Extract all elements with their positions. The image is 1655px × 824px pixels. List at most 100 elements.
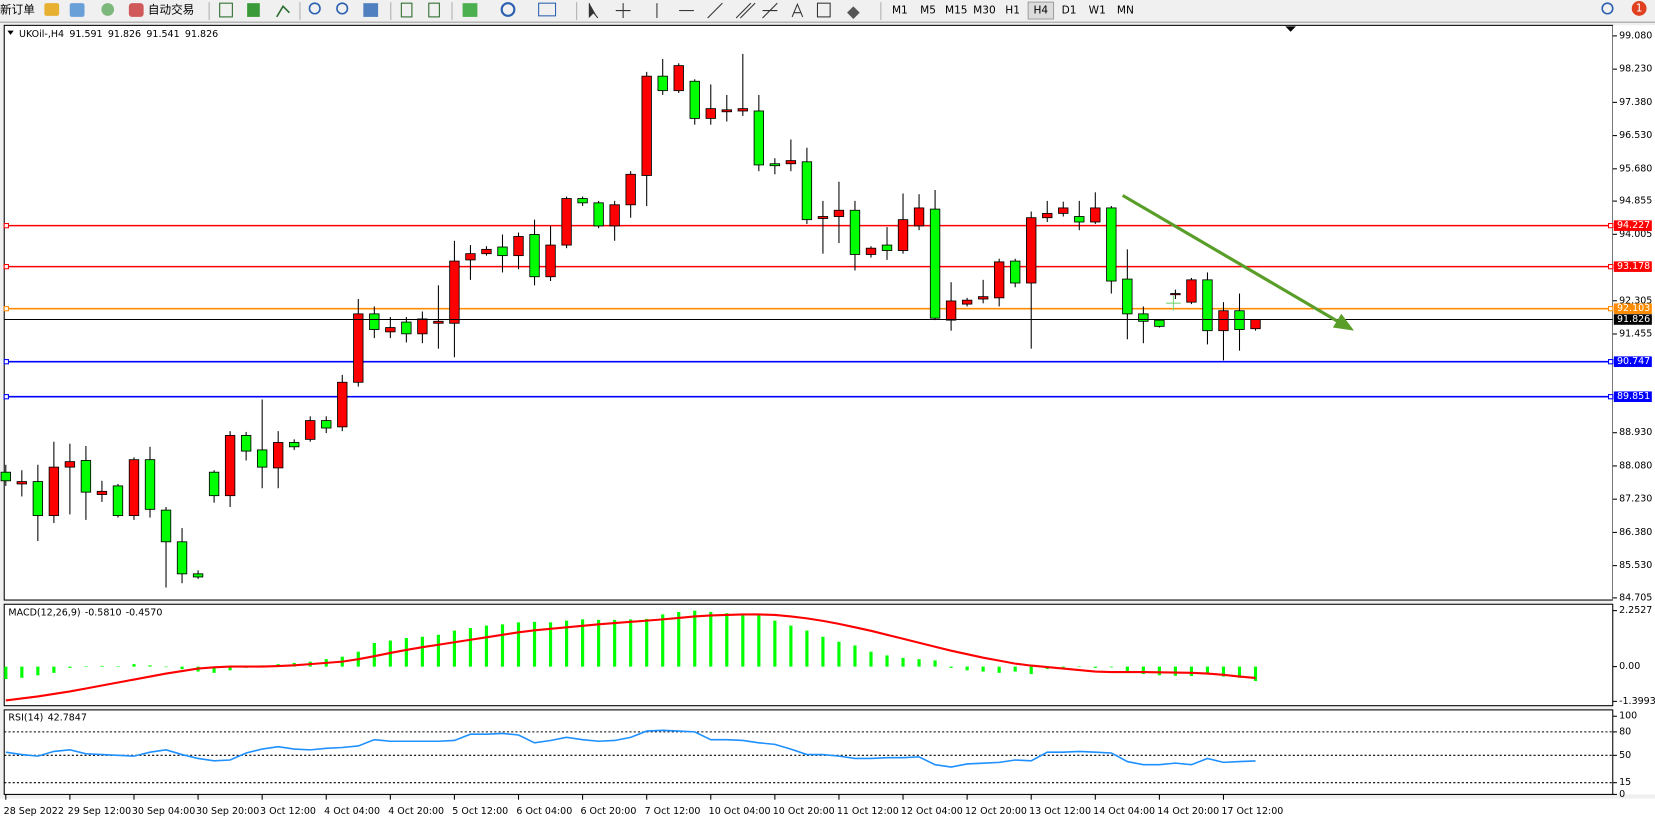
macd-bar xyxy=(885,655,889,667)
periods-icon[interactable] xyxy=(500,2,516,17)
macd-pane xyxy=(3,603,1614,707)
macd-bar xyxy=(1013,666,1017,672)
cursor-tool[interactable] xyxy=(588,3,599,19)
candle-body xyxy=(945,300,957,321)
header-value: 91.541 xyxy=(146,28,179,39)
fibo-tool[interactable] xyxy=(762,2,778,19)
candle-body xyxy=(481,248,492,255)
header-value: 91.591 xyxy=(69,28,102,39)
y-tick-label: 86.380 xyxy=(1619,527,1652,538)
timeframe-label[interactable]: M5 xyxy=(920,5,936,17)
candle-body xyxy=(929,208,941,319)
trendline-tool[interactable] xyxy=(707,2,723,19)
macd-bar xyxy=(1189,666,1194,677)
x-tick-label: 4 Oct 20:00 xyxy=(388,806,444,817)
timeframe-label[interactable]: W1 xyxy=(1089,5,1106,17)
chart-shift-marker xyxy=(1285,26,1296,32)
macd-bar xyxy=(965,666,969,671)
timeframe-label[interactable]: MN xyxy=(1117,5,1134,17)
timeframe-label[interactable]: M1 xyxy=(892,5,908,17)
candle-body xyxy=(561,198,572,246)
candle-body xyxy=(176,541,188,575)
templates-icon[interactable] xyxy=(538,2,557,17)
macd-bar xyxy=(468,628,473,667)
new-order-button[interactable]: 新订单 xyxy=(0,3,35,17)
timeframe-label[interactable]: H4 xyxy=(1034,5,1049,17)
toolbar-icon[interactable] xyxy=(400,2,413,18)
macd-bar xyxy=(484,625,489,667)
macd-bar xyxy=(452,630,457,667)
x-tick-label: 17 Oct 12:00 xyxy=(1221,806,1283,817)
macd-bar xyxy=(1125,666,1129,672)
candle-body xyxy=(753,110,765,166)
candle-body xyxy=(737,108,748,112)
candle-body xyxy=(641,75,652,176)
y-tick-label: 92.305 xyxy=(1619,295,1652,306)
candle-body xyxy=(144,459,156,510)
macd-bar xyxy=(613,619,617,667)
toolbar-icon[interactable] xyxy=(69,3,85,17)
level-label: 90.747 xyxy=(1617,356,1650,367)
rsi-header: RSI(14) 42.7847 xyxy=(8,712,86,723)
candle-body xyxy=(1154,319,1165,327)
toolbar-icon[interactable] xyxy=(276,5,290,18)
toolbar-icon[interactable] xyxy=(44,3,60,16)
y-tick-label: 94.005 xyxy=(1619,229,1652,240)
toolbar-icon[interactable] xyxy=(219,2,233,18)
candle-body xyxy=(417,318,428,335)
macd-bar xyxy=(116,666,120,667)
candle-body xyxy=(1186,279,1197,303)
macd-bar xyxy=(933,660,937,667)
candle-body xyxy=(385,327,396,333)
macd-bar xyxy=(1221,666,1226,677)
candle-body xyxy=(1058,207,1069,214)
macd-bar xyxy=(661,614,665,667)
indicators-icon[interactable] xyxy=(462,3,478,17)
arrows-tool[interactable] xyxy=(847,6,860,20)
level-handle xyxy=(1608,222,1614,229)
macd-bar xyxy=(741,613,745,667)
timeframe-label[interactable]: D1 xyxy=(1062,5,1077,17)
candle-body xyxy=(977,296,989,300)
toolbar-icon[interactable] xyxy=(428,2,440,18)
auto-trading-icon[interactable] xyxy=(128,3,144,17)
candle-body xyxy=(657,75,668,92)
timeframe-label[interactable]: H1 xyxy=(1005,5,1020,17)
zoom-in-icon[interactable] xyxy=(308,2,321,15)
candle-body xyxy=(192,573,204,578)
y-tick-label: 0 xyxy=(1619,789,1625,800)
channel-tool[interactable] xyxy=(735,2,756,19)
rsi-pane xyxy=(3,709,1614,795)
crosshair-tool[interactable] xyxy=(615,3,631,18)
label-tool[interactable] xyxy=(816,2,831,18)
notification-count: 1 xyxy=(1636,2,1643,14)
macd-bar xyxy=(773,620,777,667)
y-tick-label: -1.3993 xyxy=(1619,696,1655,707)
x-tick-label: 5 Oct 12:00 xyxy=(452,806,508,817)
timeframe-label[interactable]: M30 xyxy=(973,5,996,17)
zoom-out-icon[interactable] xyxy=(336,2,349,15)
auto-trading-button[interactable]: 自动交易 xyxy=(148,3,194,17)
level-label-box xyxy=(1613,356,1652,367)
macd-bar xyxy=(949,666,953,668)
x-tick-label: 28 Sep 2022 xyxy=(4,806,64,817)
toolbar-icon[interactable] xyxy=(247,3,260,17)
tile-icon[interactable] xyxy=(363,3,379,17)
notification-badge[interactable] xyxy=(1631,1,1647,16)
level-handle xyxy=(1608,264,1614,270)
timeframe-label[interactable]: M15 xyxy=(945,5,968,17)
search-icon[interactable] xyxy=(1601,2,1614,15)
header-value: -0.5810 xyxy=(85,607,122,618)
macd-bar xyxy=(532,621,537,667)
text-tool[interactable] xyxy=(791,2,804,18)
y-tick-label: 98.230 xyxy=(1619,64,1652,75)
candle-body xyxy=(1106,207,1117,282)
toolbar-icon[interactable] xyxy=(101,3,115,16)
x-tick-label: 6 Oct 20:00 xyxy=(580,806,636,817)
candle-body xyxy=(993,261,1005,299)
macd-bar xyxy=(1253,666,1258,682)
candle-body xyxy=(449,260,460,324)
candle-body xyxy=(160,509,172,543)
timeframe-button[interactable] xyxy=(1027,1,1055,20)
